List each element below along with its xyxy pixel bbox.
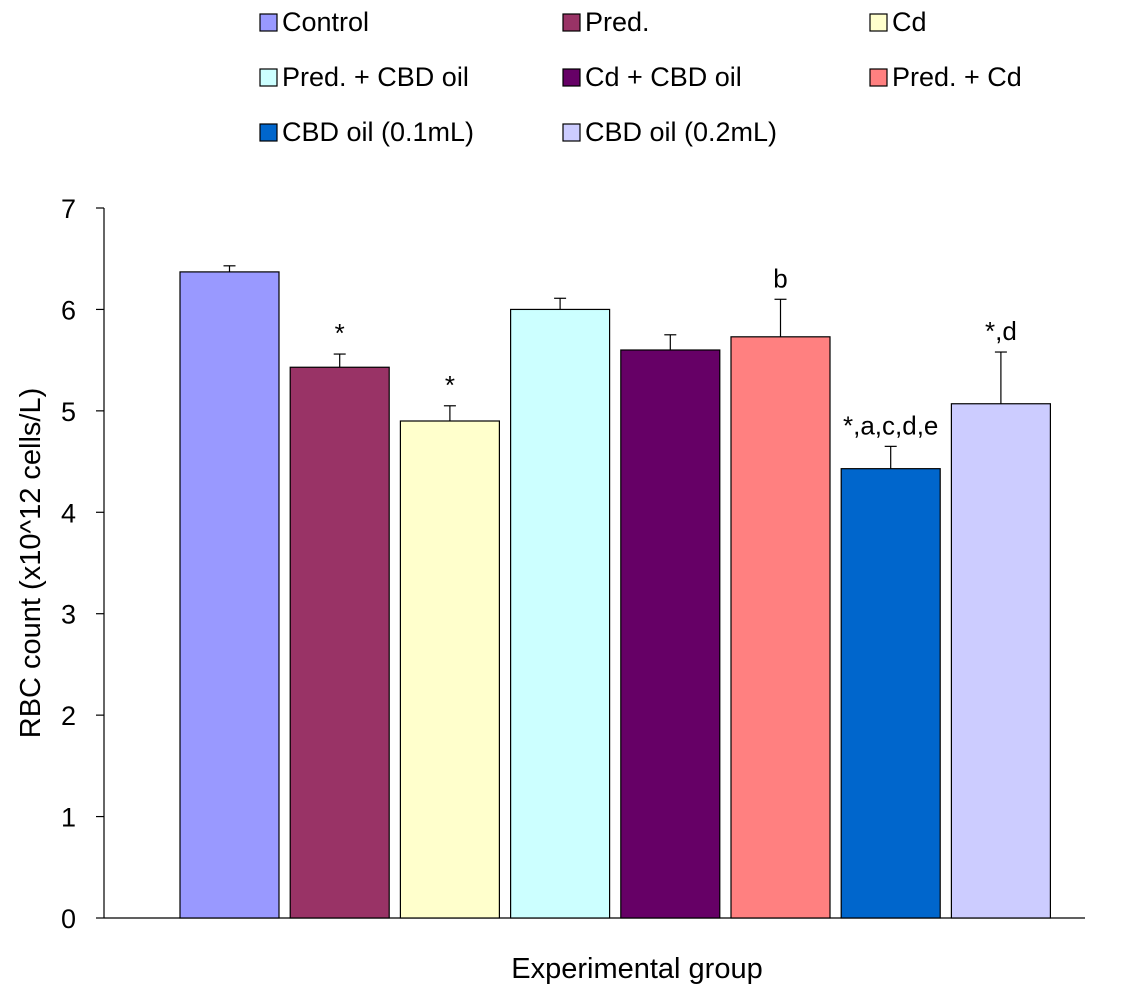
legend-label: Control — [282, 7, 369, 37]
legend-label: Cd + CBD oil — [585, 62, 742, 92]
bar — [289, 366, 390, 919]
y-tick-label: 0 — [61, 904, 76, 934]
legend-label: Pred. + Cd — [892, 62, 1022, 92]
significance-label: *,d — [985, 316, 1017, 346]
y-tick-label: 6 — [61, 295, 76, 325]
legend-label: Pred. + CBD oil — [282, 62, 469, 92]
bar — [399, 420, 500, 919]
y-tick-label: 1 — [61, 803, 76, 833]
bar — [179, 271, 280, 919]
legend-label: Cd — [892, 7, 927, 37]
bar — [840, 468, 941, 919]
y-ticks: 0 1 2 3 4 5 6 7 — [61, 194, 104, 934]
legend-label: CBD oil (0.1mL) — [282, 117, 474, 147]
bars — [179, 271, 1052, 919]
legend-swatch — [562, 13, 581, 32]
legend-swatch — [259, 123, 278, 142]
legend-swatch — [562, 123, 581, 142]
y-tick-label: 4 — [61, 498, 76, 528]
bar — [510, 308, 611, 919]
legend: Control Pred. Cd Pred. + CBD oil Cd + CBD oi… — [259, 7, 1022, 147]
legend-swatch — [562, 68, 581, 87]
legend-swatch — [259, 13, 278, 32]
significance-label: * — [445, 370, 455, 400]
y-tick-label: 5 — [61, 397, 76, 427]
legend-swatch — [869, 13, 888, 32]
bar — [950, 403, 1052, 919]
legend-swatch — [869, 68, 888, 87]
y-axis-title: RBC count (x10^12 cells/L) — [15, 388, 47, 738]
significance-label: b — [773, 263, 787, 293]
y-tick-label: 7 — [61, 194, 76, 224]
significance-label: * — [335, 318, 345, 348]
y-tick-label: 3 — [61, 600, 76, 630]
legend-swatch — [259, 68, 278, 87]
error-bars — [223, 265, 1007, 469]
significance-annotations: * * b *,a,c,d,e *,d — [335, 263, 1017, 440]
x-axis-title: Experimental group — [511, 953, 762, 985]
bar — [730, 336, 831, 919]
legend-label: CBD oil (0.2mL) — [585, 117, 777, 147]
significance-label: *,a,c,d,e — [843, 410, 938, 440]
legend-label: Pred. — [585, 7, 650, 37]
bar — [620, 349, 721, 919]
y-tick-label: 2 — [61, 701, 76, 731]
